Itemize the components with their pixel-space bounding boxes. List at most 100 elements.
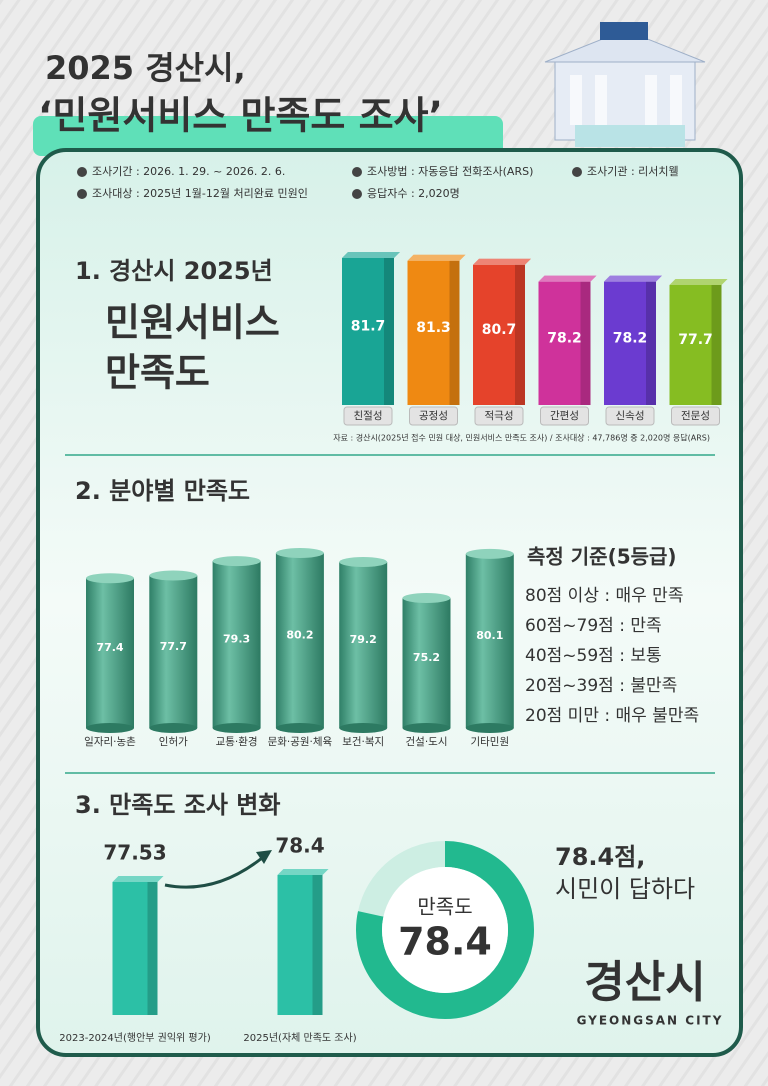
bar-front	[538, 281, 591, 405]
bar-top-shade	[473, 258, 531, 265]
donut-label: 만족도	[417, 895, 472, 919]
value-label: 77.4	[96, 641, 123, 654]
cylinder-top	[339, 557, 388, 567]
bar-top-shade	[669, 279, 728, 285]
bar-side	[646, 281, 656, 405]
label-plaque	[540, 406, 589, 426]
bar-front	[604, 281, 656, 405]
headline: 78.4점,	[555, 843, 645, 871]
value-label: 80.7	[482, 322, 517, 338]
info-text: 조사기관 : 리서치웰	[587, 165, 679, 178]
x-tick-label: 건설·도시	[406, 736, 448, 748]
bar	[465, 548, 514, 733]
chart-title: 2. 분야별 만족도	[75, 477, 250, 505]
bullet	[77, 167, 87, 177]
bar-side	[580, 281, 591, 405]
bar	[275, 548, 324, 733]
cylinder-base	[212, 723, 261, 733]
info-text: 조사기간 : 2026. 1. 29. ~ 2026. 2. 6.	[92, 165, 285, 178]
x-tick-label: 친절성	[354, 409, 383, 422]
criteria-item: 80점 이상 : 매우 만족	[525, 586, 683, 606]
cylinder-top	[86, 573, 134, 584]
criteria-item: 60점~79점 : 만족	[525, 616, 662, 636]
cylinder-body	[402, 598, 451, 728]
x-tick-label: 2023-2024년(행안부 권익위 평가)	[59, 1031, 211, 1044]
bar	[277, 869, 329, 1015]
bar	[407, 254, 466, 405]
criteria-item: 20점 미만 : 매우 불만족	[525, 706, 699, 726]
bar-top-shade	[342, 252, 400, 258]
bar-top	[538, 275, 597, 282]
arrow-head	[256, 850, 272, 864]
bar-top	[669, 279, 728, 285]
cylinder-base	[86, 723, 134, 733]
bar-front	[669, 285, 722, 405]
bullet	[572, 167, 582, 177]
bar	[538, 275, 597, 405]
bar	[604, 275, 662, 405]
arrow	[164, 856, 263, 889]
info-text: 조사대상 : 2025년 1월-12월 처리완료 민원인	[92, 187, 308, 200]
source-note: 자료 : 경산시(2025년 접수 민원 대상, 민원서비스 만족도 조사) /…	[333, 433, 710, 443]
cylinder-body	[275, 553, 324, 728]
donut-arc	[356, 841, 534, 1019]
value-label: 80.1	[476, 629, 503, 642]
chart-3: 3. 만족도 조사 변화 77.53 2023-2024년(행안부 권익위 평가) 7…	[59, 791, 356, 1044]
criteria-item: 20점~39점 : 불만족	[525, 676, 677, 696]
cylinder-body	[465, 553, 514, 728]
x-tick-label: 인허가	[159, 736, 188, 748]
cylinder-body	[339, 562, 388, 728]
value-label: 81.3	[416, 320, 451, 336]
highlight	[33, 116, 503, 156]
value-label: 79.2	[350, 633, 377, 646]
label-plaque	[409, 406, 458, 426]
chart-2: 2. 분야별 만족도 77.4 일자리·농촌 77.7 인허가 79.3 교통·환경 80.2…	[75, 477, 514, 748]
bar-side	[384, 258, 394, 405]
cylinder-base	[275, 723, 324, 733]
label-plaque	[474, 406, 524, 426]
cylinder-top	[212, 556, 261, 567]
bar-front	[407, 260, 460, 405]
title-line2: ‘민원서비스 만족도 조사’	[38, 94, 443, 138]
bar-side	[312, 875, 323, 1015]
value-label: 77.7	[160, 640, 187, 653]
bar-top	[604, 275, 662, 282]
bar-top-shade	[277, 869, 329, 875]
bar-top-shade	[112, 876, 164, 882]
survey-info: 조사기간 : 2026. 1. 29. ~ 2026. 2. 6. 조사방법 : …	[77, 165, 679, 200]
cylinder-base	[402, 723, 451, 733]
bar-top-shade	[407, 254, 466, 261]
headline: 시민이 답하다	[555, 875, 695, 903]
logo: 경산시	[584, 957, 705, 1008]
value-label: 78.2	[613, 330, 648, 346]
x-tick-label: 기타민원	[470, 736, 509, 748]
chart-subtitle: 만족도	[105, 351, 210, 395]
bar-top	[342, 252, 400, 258]
cylinder-top	[465, 548, 514, 559]
value-label: 81.7	[351, 319, 386, 335]
logo-english: GYEONGSAN CITY	[577, 1014, 724, 1028]
bar	[86, 573, 134, 733]
x-tick-label: 간편성	[550, 409, 579, 422]
bar-front	[342, 258, 394, 405]
building-illustration	[544, 22, 706, 147]
bar	[669, 279, 728, 405]
bar-side	[147, 882, 158, 1015]
bar-top-shade	[538, 275, 597, 282]
bar	[112, 876, 164, 1015]
bar-side	[711, 285, 722, 405]
donut-center	[382, 867, 508, 993]
bar-front	[473, 264, 525, 405]
value-label: 77.53	[103, 841, 166, 865]
x-tick-label: 2025년(자체 만족도 조사)	[243, 1032, 356, 1044]
label-plaque	[343, 406, 393, 426]
value-label: 77.7	[678, 332, 713, 348]
donut-value: 78.4	[398, 920, 492, 964]
bullet	[352, 167, 362, 177]
info-text: 조사방법 : 자동응답 전화조사(ARS)	[367, 165, 533, 178]
bar-side	[515, 264, 525, 405]
